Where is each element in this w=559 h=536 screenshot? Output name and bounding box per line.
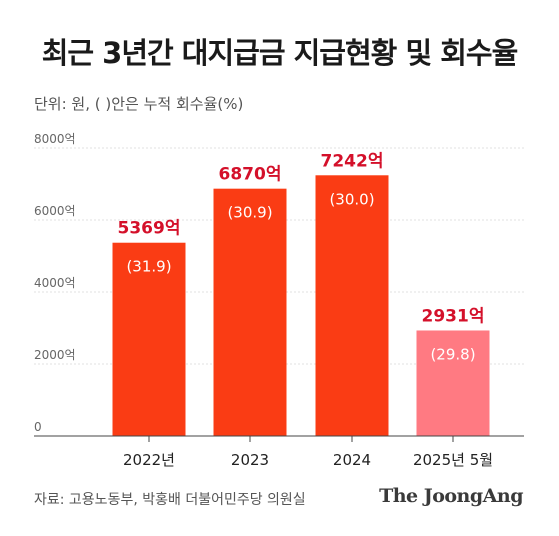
bar: [213, 188, 287, 436]
source-note: 자료: 고용노동부, 박홍배 더불어민주당 의원실: [34, 492, 306, 508]
x-tick-label: 2022년: [123, 451, 175, 469]
bar: [315, 175, 389, 436]
value-label: 2931억: [422, 306, 485, 326]
data-labels: 5369억 (31.9) 6870억 (30.9) 7242억 (30.0) 2931억 (2…: [118, 151, 485, 363]
value-label: 5369억: [118, 219, 181, 239]
x-tick-label: 2025년 5월: [413, 451, 493, 469]
x-tick-label: 2024: [333, 451, 371, 469]
y-axis-ticks: 0 2000억 4000억 6000억 8000억: [34, 132, 76, 434]
y-tick-label: 8000억: [34, 132, 76, 146]
bar: [112, 242, 186, 436]
y-tick-label: 4000억: [34, 276, 76, 290]
bar: [416, 330, 490, 436]
rate-label: (29.8): [430, 345, 475, 363]
rate-label: (30.9): [227, 204, 272, 222]
y-tick-label: 0: [34, 420, 42, 434]
rate-label: (31.9): [126, 258, 171, 276]
y-tick-label: 6000억: [34, 204, 76, 218]
bars: [112, 175, 490, 436]
y-tick-label: 2000억: [34, 348, 76, 362]
value-label: 7242억: [321, 151, 384, 171]
brand-logo: The JoongAng: [379, 485, 523, 507]
x-tick-label: 2023: [231, 451, 269, 469]
rate-label: (30.0): [329, 190, 374, 208]
unit-note: 단위: 원, ( )안은 누적 회수율(%): [34, 95, 244, 113]
chart-title: 최근 3년간 대지급금 지급현황 및 회수율: [41, 36, 519, 70]
x-axis-ticks: 2022년 2023 2024 2025년 5월: [123, 436, 493, 469]
value-label: 6870억: [219, 165, 282, 185]
